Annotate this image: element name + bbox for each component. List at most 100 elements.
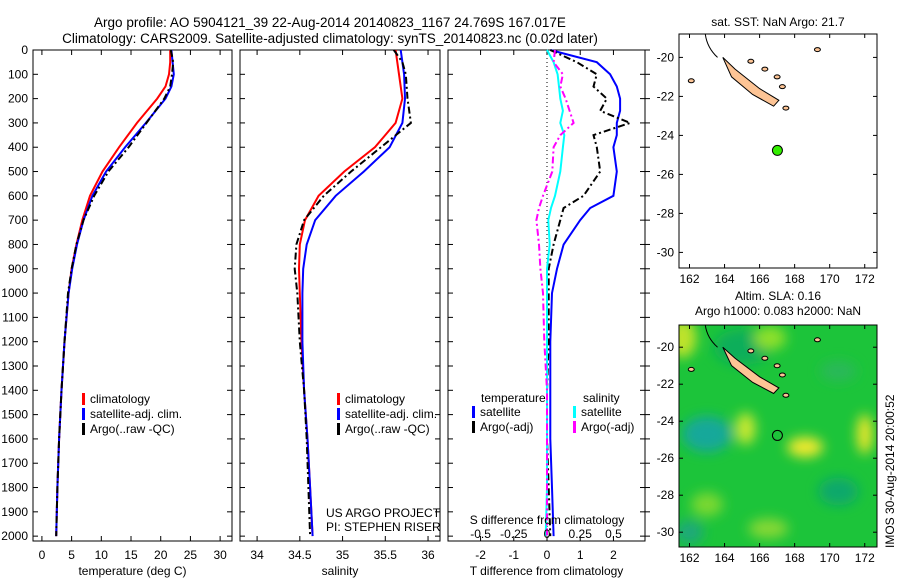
x-tick-label: 35.5 [374, 548, 398, 562]
x-tick-label: 20 [154, 548, 168, 562]
argo-float-marker [771, 429, 783, 441]
y-tick-label: 300 [8, 116, 28, 130]
y-tick-label: 1200 [1, 335, 28, 349]
legend-heading-temperature: temperature [481, 391, 546, 405]
series-line-salinity-argo-adj- [535, 49, 575, 537]
y-tick-label: 1700 [1, 456, 28, 470]
y-tick-label: 900 [8, 262, 28, 276]
lon-tick-label: 172 [855, 551, 875, 565]
x-tick-label: 25 [184, 548, 198, 562]
lon-tick-label: 168 [785, 551, 805, 565]
y-tick-label: 1800 [1, 481, 28, 495]
sla-blob [818, 477, 859, 506]
lat-tick-label: -24 [657, 414, 675, 428]
legend-label: Argo(-adj) [581, 420, 634, 434]
island [747, 348, 755, 354]
new-caledonia-island [722, 346, 780, 395]
legend-label: satellite [480, 405, 521, 419]
map-sla-subtitle: Argo h1000: 0.083 h2000: NaN [695, 304, 861, 318]
lat-tick-label: -30 [657, 525, 675, 539]
lon-tick-label: 166 [750, 272, 770, 286]
x-tick-label: 1 [577, 548, 584, 562]
y-tick-label: 500 [8, 165, 28, 179]
lat-tick-label: -26 [657, 167, 675, 181]
sla-blob [682, 416, 733, 453]
legend-swatch [573, 421, 576, 433]
x2-tick-label: 0.25 [569, 527, 593, 541]
figure-title-line1: Argo profile: AO 5904121_39 22-Aug-2014 … [94, 15, 566, 30]
island [747, 58, 755, 64]
y-tick-label: 1500 [1, 408, 28, 422]
lat-tick-label: -30 [657, 245, 675, 259]
legend-label: Argo(-adj) [480, 420, 533, 434]
legend-swatch [337, 423, 340, 435]
island [761, 66, 769, 72]
legend-swatch [472, 421, 475, 433]
lon-tick-label: 164 [715, 272, 735, 286]
island [813, 47, 821, 53]
sla-blob [820, 361, 857, 382]
y-tick-label: 600 [8, 189, 28, 203]
x-tick-label: 10 [95, 548, 109, 562]
x2-tick-label: 0 [544, 527, 551, 541]
island [773, 363, 781, 369]
lon-tick-label: 164 [715, 551, 735, 565]
island [778, 372, 786, 378]
y-tick-label: 800 [8, 237, 28, 251]
y-tick-label: 0 [21, 43, 28, 57]
panel-salinity: 34 34.5 35 35.5 36 salinity climatologysatelli… [239, 49, 441, 578]
lat-tick-label: -20 [657, 50, 675, 64]
y-tick-label: 200 [8, 92, 28, 106]
argo-float-marker [771, 144, 783, 156]
island [778, 84, 786, 90]
sla-blob [679, 520, 704, 545]
legend-heading-salinity: salinity [583, 391, 620, 405]
map-sst: 162 164 166 168 170 172 -20 -22 -24 -26 -28 -30 [657, 33, 878, 286]
coastline [704, 325, 718, 348]
lon-tick-label: 162 [679, 272, 699, 286]
x-axis-label: temperature (deg C) [78, 564, 186, 578]
lon-tick-label: 162 [679, 551, 699, 565]
x-tick-label: 0 [544, 548, 551, 562]
sla-blob [679, 325, 697, 358]
sla-blob [754, 325, 787, 350]
lon-tick-label: 168 [785, 272, 805, 286]
legend-label: climatology [345, 392, 405, 406]
y-tick-label: 400 [8, 140, 28, 154]
lon-tick-label: 170 [820, 272, 840, 286]
x-tick-label: 15 [124, 548, 138, 562]
map-sla-title: Altim. SLA: 0.16 [735, 289, 821, 303]
new-caledonia-island [722, 57, 780, 107]
panel-difference: -2 -1 0 1 2 T difference from climatology temp… [447, 49, 650, 578]
island [687, 366, 695, 372]
map-frame [678, 33, 878, 269]
map-sla: 162 164 166 168 170 172 -20 -22 -24 -26 -28 -30 [657, 324, 878, 565]
series-line-argo [293, 49, 412, 537]
y-tick-label: 700 [8, 213, 28, 227]
credit-pi: PI: STEPHEN RISER [326, 520, 441, 534]
sla-blob [748, 518, 789, 539]
island [813, 337, 821, 343]
plot-frame [32, 49, 233, 542]
x-tick-label: 5 [68, 548, 75, 562]
y-tick-label: 1000 [1, 286, 28, 300]
series-line-argo [55, 49, 175, 537]
lat-tick-label: -28 [657, 488, 675, 502]
y-tick-label: 1900 [1, 505, 28, 519]
x-axis-label: T difference from climatology [470, 564, 624, 578]
figure-title-line2: Climatology: CARS2009. Satellite-adjuste… [62, 31, 598, 46]
series-line-temperature-satellite [549, 49, 622, 537]
x-tick-label: -2 [475, 548, 486, 562]
legend-label: satellite-adj. clim. [90, 407, 182, 421]
legend-label: Argo(..raw -QC) [90, 422, 175, 436]
sla-anomalies [679, 325, 873, 545]
x2-axis-label: S difference from climatology [470, 513, 625, 527]
x-tick-label: 35 [336, 548, 350, 562]
island [687, 78, 695, 84]
coastline [704, 34, 718, 58]
map-frame [678, 324, 878, 548]
lon-tick-label: 166 [750, 551, 770, 565]
x2-tick-label: -0.25 [500, 527, 528, 541]
x-tick-label: 30 [213, 548, 227, 562]
legend-swatch [573, 406, 576, 418]
